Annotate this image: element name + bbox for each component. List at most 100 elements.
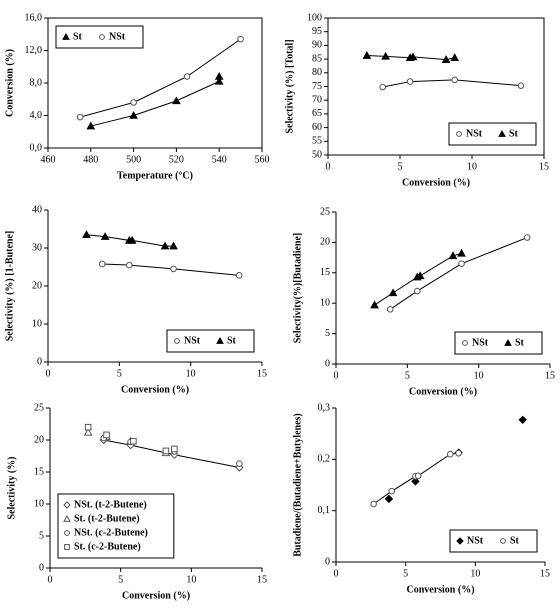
marker: [370, 500, 377, 508]
legend-box: [454, 331, 543, 355]
x-tick-label: 15: [545, 370, 555, 381]
legend-marker: [64, 544, 70, 550]
legend-label: St: [509, 128, 519, 139]
marker: [523, 234, 531, 241]
x-tick-label: 0: [334, 370, 339, 381]
marker: [450, 53, 460, 62]
x-axis-label: Conversion (%): [409, 386, 477, 397]
trend-line: [90, 76, 220, 127]
x-tick-label: 540: [212, 154, 227, 165]
trend-line: [389, 237, 528, 310]
marker: [517, 82, 525, 89]
legend-marker: [456, 131, 462, 137]
y-tick-label: 65: [312, 108, 322, 119]
legend-box: [166, 329, 255, 353]
y-tick-label: 90: [312, 40, 322, 51]
y-tick-label: 0: [325, 556, 330, 567]
marker: [406, 78, 414, 85]
legend-label: St: [227, 335, 237, 346]
y-tick-label: 20: [32, 280, 42, 291]
y-tick-label: 0: [37, 356, 42, 367]
marker: [103, 431, 110, 439]
x-axis-label: Conversion (%): [402, 177, 470, 188]
legend-label: St: [515, 337, 525, 348]
legend-marker: [456, 537, 464, 545]
marker: [162, 447, 170, 455]
y-tick-label: 15: [320, 267, 330, 278]
marker: [441, 55, 451, 63]
x-tick-label: 0: [46, 368, 51, 379]
x-tick-label: 5: [117, 368, 122, 379]
y-tick-label: 16,0: [25, 12, 43, 23]
legend-box: [57, 493, 175, 559]
x-tick-label: 10: [467, 161, 477, 172]
x-tick-label: 520: [169, 154, 184, 165]
marker: [388, 288, 398, 297]
legend-box: [449, 529, 538, 553]
legend-marker: [63, 514, 71, 522]
y-tick-label: 75: [312, 81, 322, 92]
x-axis-label: Conversion (%): [406, 584, 474, 595]
marker: [98, 260, 106, 268]
legend-label: St: [73, 31, 83, 42]
marker: [451, 76, 459, 84]
marker: [414, 472, 422, 480]
y-axis-label: Selectivity(%)[Butadiene]: [292, 233, 303, 344]
x-tick-label: 15: [257, 574, 267, 585]
y-tick-label: 25: [34, 402, 44, 413]
y-tick-label: 60: [312, 122, 322, 133]
marker: [446, 450, 454, 458]
x-tick-label: 15: [539, 161, 549, 172]
marker: [86, 121, 96, 130]
legend-marker: [498, 129, 506, 137]
x-tick-label: 10: [470, 568, 480, 579]
x-tick-label: 460: [41, 154, 56, 165]
legend-box: [448, 122, 537, 146]
y-tick-label: 0,1: [318, 505, 331, 516]
legend-label: NSt. (c-2-Butene): [74, 527, 148, 538]
marker: [458, 260, 465, 267]
marker: [83, 427, 93, 436]
y-tick-label: 5: [39, 530, 44, 541]
y-tick-label: 4,0: [30, 110, 43, 121]
legend-label: St: [510, 535, 520, 546]
marker: [448, 251, 458, 260]
y-axis-label: Selectivity (%) [1-Butene]: [4, 231, 15, 342]
legend-marker: [174, 338, 180, 344]
marker: [518, 415, 527, 425]
marker: [160, 241, 170, 250]
y-tick-label: 20: [34, 434, 44, 445]
marker: [169, 241, 178, 250]
y-tick-label: 10: [34, 498, 44, 509]
x-tick-label: 560: [255, 154, 270, 165]
x-axis-label: Temperature (°C): [117, 170, 193, 181]
legend-marker: [99, 34, 105, 40]
y-tick-label: 30: [32, 242, 42, 253]
marker: [414, 287, 421, 295]
marker: [388, 487, 396, 495]
y-axis-label: Selectivity (%): [6, 456, 17, 519]
x-tick-label: 480: [83, 154, 98, 165]
legend-marker: [462, 340, 468, 346]
marker: [126, 261, 133, 269]
marker: [381, 51, 390, 60]
legend-label: St. (c-2-Butene): [74, 541, 141, 552]
marker: [127, 235, 137, 244]
x-tick-label: 5: [398, 161, 403, 172]
y-tick-label: 85: [312, 53, 322, 64]
legend-marker: [216, 336, 224, 344]
y-tick-label: 70: [312, 94, 322, 105]
marker: [457, 248, 466, 257]
x-tick-label: 10: [474, 370, 484, 381]
marker: [214, 76, 224, 85]
marker: [455, 449, 462, 457]
marker: [82, 230, 91, 238]
x-axis-label: Conversion (%): [122, 590, 190, 601]
legend-label: NSt. (t-2-Butene): [74, 499, 147, 510]
y-tick-label: 10: [320, 297, 330, 308]
marker: [386, 305, 394, 313]
y-tick-label: 80: [312, 67, 322, 78]
marker: [171, 445, 178, 453]
legend-marker: [504, 338, 512, 346]
